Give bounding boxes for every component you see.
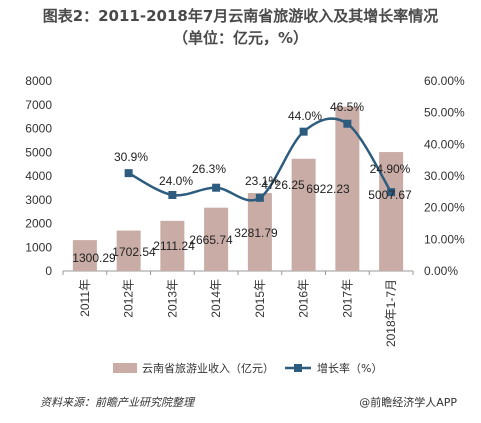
growth-rate-marker [124, 169, 133, 178]
bar-data-label: 6922.23 [306, 182, 350, 196]
x-tick-label: 2017年 [340, 279, 354, 318]
bar-data-label: 3281.79 [234, 226, 278, 240]
line-data-label: 23.1% [245, 174, 279, 188]
bar-data-label: 1300.29 [72, 251, 116, 265]
revenue-bar [72, 240, 97, 271]
growth-rate-marker [168, 191, 177, 199]
y-left-tick-label: 8000 [25, 74, 52, 88]
y-right-tick-label: 20.00% [424, 201, 465, 215]
x-tick-label: 2014年 [209, 279, 223, 318]
y-left-tick-label: 5000 [25, 145, 52, 159]
x-tick-label: 2013年 [165, 279, 179, 318]
y-right-tick-label: 30.00% [424, 169, 465, 183]
legend-bar-swatch [113, 363, 137, 373]
revenue-bar [291, 158, 316, 271]
revenue-bar [204, 207, 229, 271]
line-data-label: 46.5% [330, 100, 364, 114]
x-tick-label: 2011年 [78, 279, 92, 317]
y-right-tick-label: 0.00% [424, 264, 458, 278]
x-tick-label: 2015年 [253, 279, 267, 318]
y-left-tick-label: 2000 [25, 217, 52, 231]
growth-rate-marker [299, 127, 308, 136]
y-left-tick-label: 7000 [25, 98, 52, 112]
revenue-bar [335, 106, 360, 271]
line-data-label: 26.3% [192, 162, 226, 176]
growth-rate-marker [343, 119, 352, 128]
revenue-bar [379, 152, 404, 271]
bar-data-label: 1702.54 [112, 245, 156, 259]
x-tick-label: 2016年 [297, 279, 311, 318]
x-tick-label: 2018年1-7月 [384, 279, 398, 347]
y-right-tick-label: 40.00% [424, 137, 465, 151]
line-data-label: 24.0% [159, 174, 193, 188]
y-right-tick-label: 50.00% [424, 106, 465, 120]
x-tick-label: 2012年 [122, 279, 136, 318]
y-left-tick-label: 4000 [25, 169, 52, 183]
bar-data-label: 2665.74 [189, 233, 233, 247]
y-left-tick-label: 1000 [25, 240, 52, 254]
revenue-bar [160, 220, 185, 271]
line-data-label: 24.90% [370, 162, 411, 176]
legend-line-marker [294, 364, 302, 372]
line-data-label: 44.0% [288, 109, 322, 123]
growth-rate-marker [255, 193, 264, 202]
growth-rate-marker [387, 188, 396, 197]
brand-credit: @前瞻经济学人APP [359, 396, 457, 409]
growth-rate-marker [212, 183, 221, 192]
y-left-tick-label: 3000 [25, 193, 52, 207]
revenue-bar [116, 230, 141, 271]
y-right-tick-label: 60.00% [424, 74, 465, 88]
y-left-tick-label: 0 [45, 264, 52, 278]
bar-data-label: 5007.67 [368, 188, 412, 202]
bar-data-label: 4726.25 [261, 178, 305, 192]
chart-title: 图表2：2011-2018年7月云南省旅游收入及其增长率情况 [42, 7, 439, 25]
bar-data-label: 2111.24 [153, 239, 195, 253]
line-data-label: 30.9% [114, 150, 148, 164]
source-note: 资料来源：前瞻产业研究院整理 [40, 396, 194, 409]
chart-subtitle: （单位：亿元，%） [172, 29, 309, 47]
y-left-tick-label: 6000 [25, 122, 52, 136]
revenue-bar [247, 193, 272, 271]
legend-line-label: 增长率（%） [317, 361, 382, 375]
legend-bar-label: 云南省旅游业收入（亿元） [142, 361, 274, 375]
y-right-tick-label: 10.00% [424, 232, 465, 246]
